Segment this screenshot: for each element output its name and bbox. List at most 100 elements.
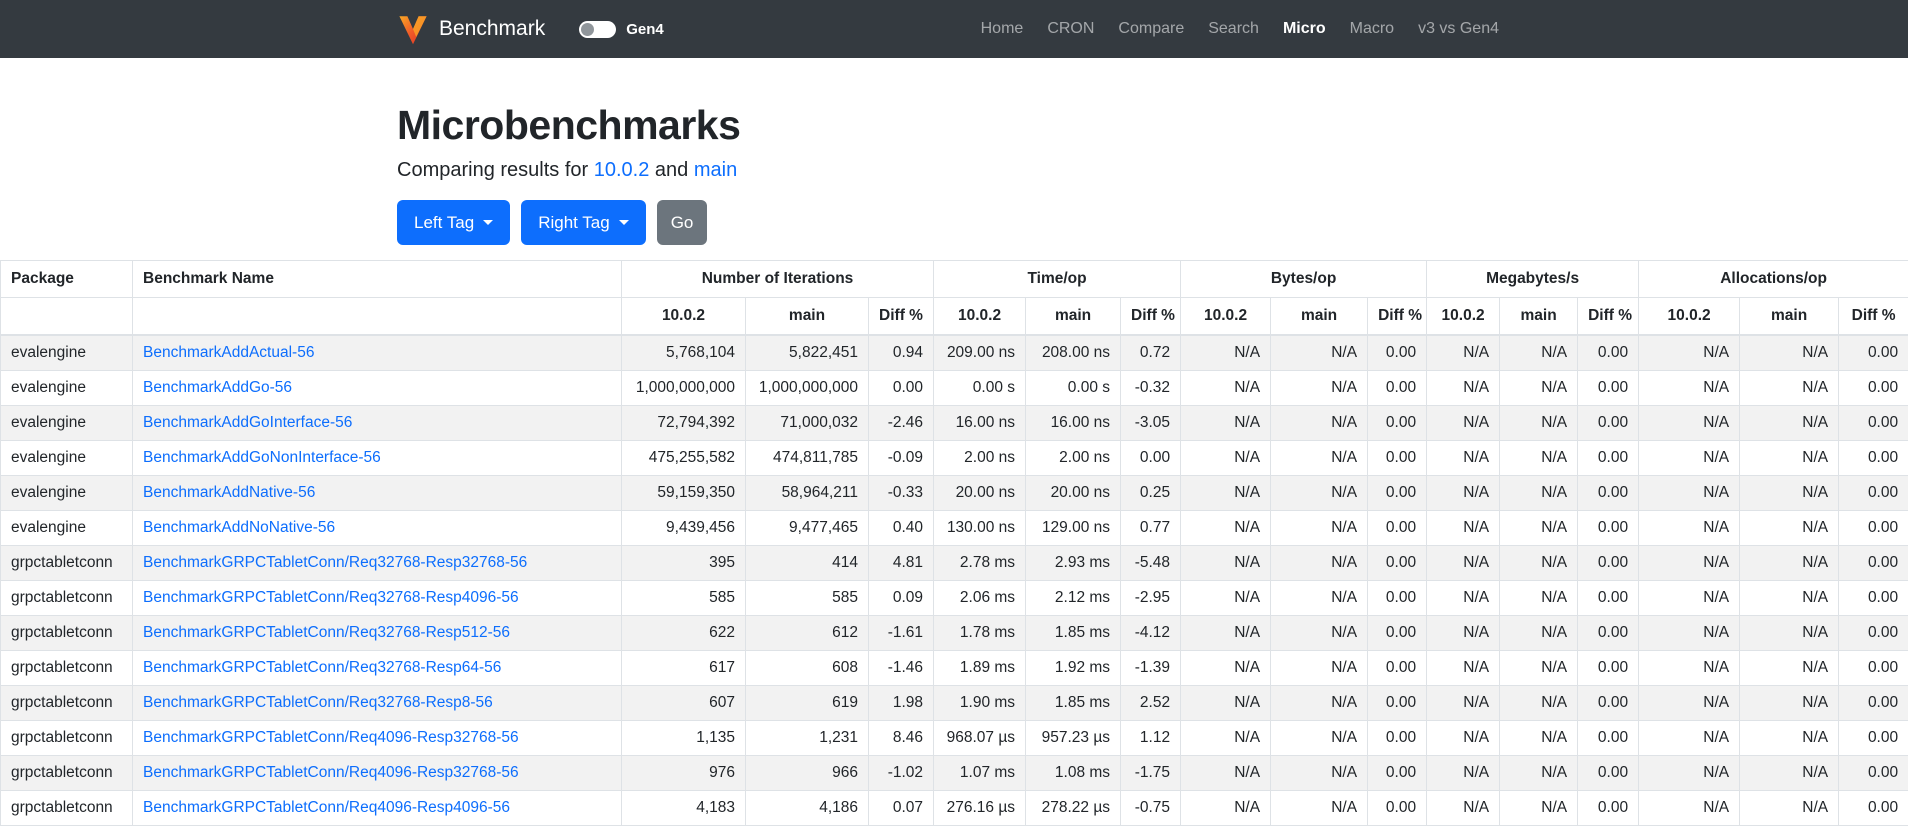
benchmark-link[interactable]: BenchmarkGRPCTabletConn/Req32768-Resp409…: [143, 589, 519, 606]
sub-header: Diff %: [1577, 297, 1640, 336]
sub-header: Diff %: [1838, 297, 1908, 336]
value-cell: -4.12: [1120, 615, 1182, 651]
brand-link[interactable]: Benchmark: [397, 12, 545, 46]
nav-item-micro[interactable]: Micro: [1282, 20, 1326, 37]
value-cell: 0.00: [867, 370, 935, 406]
value-cell: 0.40: [867, 510, 935, 546]
gen4-toggle[interactable]: [579, 20, 617, 38]
benchmark-link[interactable]: BenchmarkAddGo-56: [143, 379, 293, 396]
empty-header-cell: [132, 297, 622, 336]
nav-item-v3-vs-gen4[interactable]: v3 vs Gen4: [1418, 20, 1499, 37]
nav-item-cron[interactable]: CRON: [1047, 20, 1095, 37]
value-cell: N/A: [1739, 370, 1840, 406]
value-cell: 0.00: [1838, 370, 1908, 406]
table-row: grpctabletconn BenchmarkGRPCTabletConn/Re…: [0, 790, 1908, 826]
value-cell: 1.85 ms: [1025, 685, 1122, 721]
benchmark-link[interactable]: BenchmarkAddGoInterface-56: [143, 414, 353, 431]
value-cell: N/A: [1270, 510, 1369, 546]
value-cell: N/A: [1270, 720, 1369, 756]
benchmark-link[interactable]: BenchmarkAddNoNative-56: [143, 519, 336, 536]
value-cell: 474,811,785: [745, 440, 869, 476]
value-cell: 20.00 ns: [1025, 475, 1122, 511]
value-cell: N/A: [1180, 545, 1272, 581]
go-button[interactable]: Go: [656, 200, 708, 245]
benchmark-name-cell: BenchmarkGRPCTabletConn/Req32768-Resp64-…: [132, 650, 622, 686]
benchmark-link[interactable]: BenchmarkGRPCTabletConn/Req4096-Resp4096…: [143, 799, 511, 816]
benchmark-link[interactable]: BenchmarkAddGoNonInterface-56: [143, 449, 381, 466]
nav-item-macro[interactable]: Macro: [1349, 20, 1395, 37]
package-cell: evalengine: [0, 370, 133, 406]
value-cell: 0.00: [1367, 370, 1428, 406]
benchmark-name-cell: BenchmarkAddNative-56: [132, 475, 622, 511]
value-cell: 0.00: [1838, 510, 1908, 546]
value-cell: N/A: [1270, 370, 1369, 406]
value-cell: N/A: [1426, 755, 1501, 791]
value-cell: 4,186: [745, 790, 869, 826]
nav-item-compare[interactable]: Compare: [1118, 20, 1185, 37]
value-cell: N/A: [1638, 615, 1741, 651]
value-cell: N/A: [1180, 790, 1272, 826]
table-row: evalengine BenchmarkAddNoNative-56 9,439,4…: [0, 510, 1908, 546]
value-cell: 1.89 ms: [933, 650, 1027, 686]
caret-down-icon: [483, 220, 494, 225]
left-tag-dropdown[interactable]: Left Tag: [397, 200, 511, 245]
value-cell: 0.00: [1367, 440, 1428, 476]
value-cell: N/A: [1499, 370, 1579, 406]
benchmark-link[interactable]: BenchmarkGRPCTabletConn/Req4096-Resp3276…: [143, 764, 519, 781]
package-cell: evalengine: [0, 334, 133, 371]
value-cell: 0.00: [1838, 440, 1908, 476]
right-tag-dropdown[interactable]: Right Tag: [521, 200, 646, 245]
value-cell: 71,000,032: [745, 405, 869, 441]
package-cell: grpctabletconn: [0, 580, 133, 616]
value-cell: N/A: [1180, 370, 1272, 406]
value-cell: 0.00: [1577, 755, 1640, 791]
value-cell: N/A: [1270, 790, 1369, 826]
nav-item-search[interactable]: Search: [1208, 20, 1259, 37]
value-cell: 9,477,465: [745, 510, 869, 546]
value-cell: N/A: [1270, 334, 1369, 371]
value-cell: N/A: [1638, 370, 1741, 406]
benchmark-link[interactable]: BenchmarkGRPCTabletConn/Req32768-Resp327…: [143, 554, 528, 571]
value-cell: 414: [745, 545, 869, 581]
value-cell: 1,135: [621, 720, 746, 756]
benchmark-link[interactable]: BenchmarkGRPCTabletConn/Req32768-Resp512…: [143, 624, 511, 641]
value-cell: N/A: [1270, 440, 1369, 476]
benchmark-link[interactable]: BenchmarkGRPCTabletConn/Req32768-Resp64-…: [143, 659, 502, 676]
value-cell: N/A: [1180, 440, 1272, 476]
right-tag-link[interactable]: main: [693, 159, 738, 181]
value-cell: 0.00: [1120, 440, 1182, 476]
nav-item-home[interactable]: Home: [980, 20, 1024, 37]
value-cell: 976: [621, 755, 746, 791]
value-cell: 1,000,000,000: [621, 370, 746, 406]
value-cell: N/A: [1499, 685, 1579, 721]
value-cell: N/A: [1426, 440, 1501, 476]
value-cell: 0.00: [1838, 580, 1908, 616]
value-cell: N/A: [1180, 580, 1272, 616]
value-cell: N/A: [1739, 405, 1840, 441]
value-cell: 209.00 ns: [933, 334, 1027, 371]
value-cell: 0.25: [1120, 475, 1182, 511]
package-cell: grpctabletconn: [0, 685, 133, 721]
value-cell: 0.00: [1367, 580, 1428, 616]
navbar: Benchmark Gen4 Home CRON Compare Search Micr…: [0, 0, 1908, 58]
benchmark-link[interactable]: BenchmarkGRPCTabletConn/Req4096-Resp3276…: [143, 729, 519, 746]
page-title: Microbenchmarks: [397, 102, 741, 148]
value-cell: 475,255,582: [621, 440, 746, 476]
benchmark-link[interactable]: BenchmarkAddActual-56: [143, 344, 315, 361]
left-tag-link[interactable]: 10.0.2: [593, 159, 650, 181]
value-cell: N/A: [1270, 650, 1369, 686]
value-cell: 0.00: [1838, 755, 1908, 791]
value-cell: N/A: [1499, 440, 1579, 476]
value-cell: 59,159,350: [621, 475, 746, 511]
value-cell: 0.00: [1838, 790, 1908, 826]
package-cell: grpctabletconn: [0, 790, 133, 826]
value-cell: N/A: [1499, 615, 1579, 651]
benchmark-link[interactable]: BenchmarkAddNative-56: [143, 484, 316, 501]
package-cell: evalengine: [0, 440, 133, 476]
empty-header-cell: [0, 297, 133, 336]
value-cell: 1.08 ms: [1025, 755, 1122, 791]
value-cell: N/A: [1426, 615, 1501, 651]
benchmark-link[interactable]: BenchmarkGRPCTabletConn/Req32768-Resp8-5…: [143, 694, 493, 711]
value-cell: 0.00: [1367, 545, 1428, 581]
value-cell: 0.00: [1838, 720, 1908, 756]
